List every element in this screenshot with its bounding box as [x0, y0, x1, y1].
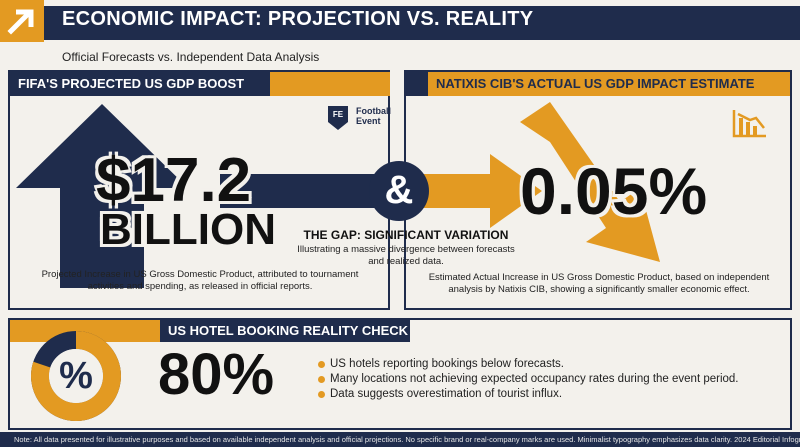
- gdp-projection-unit: BILLION: [100, 205, 276, 254]
- gdp-actual-value: 0.05%: [520, 154, 708, 228]
- gap-title: THE GAP: SIGNIFICANT VARIATION: [303, 228, 509, 242]
- declining-chart-icon: [732, 110, 766, 138]
- gap-description: Illustrating a massive divergence betwee…: [297, 244, 515, 267]
- list-item: Data suggests overestimation of tourist …: [318, 387, 739, 402]
- natixis-panel-title: NATIXIS CIB'S ACTUAL US GDP IMPACT ESTIM…: [428, 72, 790, 96]
- gdp-projection-value: $17.2: [96, 146, 252, 215]
- donut-arc: [31, 331, 121, 421]
- fifa-title-accent: [270, 72, 390, 96]
- header-bar: [44, 6, 800, 40]
- list-item: Many locations not achieving expected oc…: [318, 372, 739, 387]
- header: ECONOMIC IMPACT: PROJECTION VS. REALITY: [0, 0, 800, 42]
- brand-line-2: Event: [356, 116, 381, 126]
- list-item: US hotels reporting bookings below forec…: [318, 357, 739, 372]
- hotel-panel: US HOTEL BOOKING REALITY CHECK: [8, 318, 792, 430]
- ampersand-symbol: &: [384, 168, 414, 212]
- logo-badge-text: FE: [332, 110, 344, 119]
- page-title: ECONOMIC IMPACT: PROJECTION VS. REALITY: [62, 8, 534, 30]
- brand-line-1: Football: [356, 106, 391, 116]
- hotel-donut-chart: [31, 331, 121, 421]
- hotel-bullet-list: US hotels reporting bookings below forec…: [318, 357, 739, 402]
- fifa-panel-title: FIFA'S PROJECTED US GDP BOOST: [10, 72, 270, 96]
- natixis-caption: Estimated Actual Increase in US Gross Do…: [428, 272, 770, 295]
- brand-label: Football Event: [356, 106, 391, 126]
- fifa-caption: Projected Increase in US Gross Domestic …: [41, 269, 359, 292]
- natixis-title-accent: [406, 72, 428, 96]
- hotel-value: 80%: [158, 342, 275, 407]
- percent-symbol: %: [59, 355, 93, 397]
- footer-note: Note: All data presented for illustrativ…: [0, 432, 800, 447]
- page-subtitle: Official Forecasts vs. Independent Data …: [62, 50, 320, 64]
- ampersand-badge: [369, 161, 429, 221]
- hotel-title-accent: [10, 320, 160, 342]
- football-event-logo: [328, 106, 348, 130]
- arrow-down-icon: [520, 102, 660, 262]
- arrow-up-icon: [16, 104, 188, 288]
- hotel-panel-title: US HOTEL BOOKING REALITY CHECK: [160, 320, 410, 342]
- arrow-up-right-icon: [0, 0, 44, 42]
